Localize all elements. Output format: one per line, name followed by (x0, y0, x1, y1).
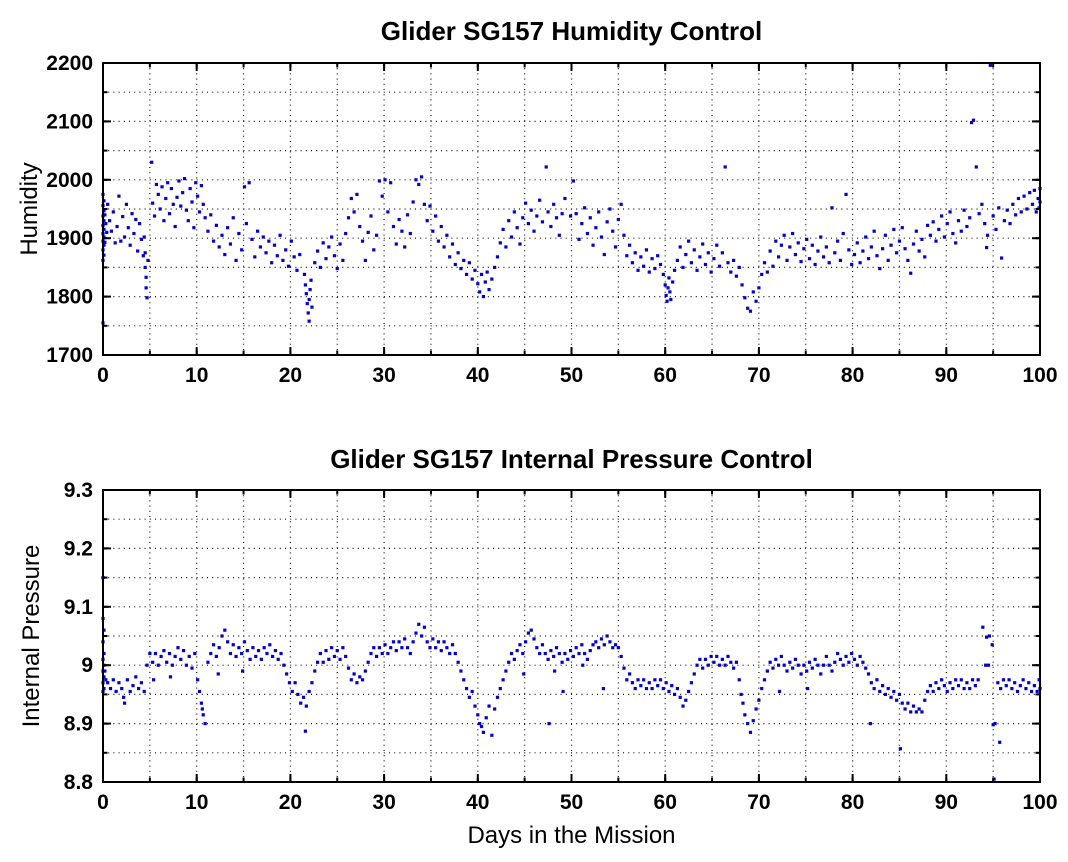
pressure-y-axis-label: Internal Pressure (18, 544, 45, 728)
humidity-chart-title: Glider SG157 Humidity Control (380, 16, 763, 46)
y-tick-label: 2100 (46, 110, 93, 133)
y-tick-label: 9.1 (64, 596, 94, 619)
x-axis-label: Days in the Mission (467, 822, 676, 849)
y-tick-label: 1900 (46, 227, 93, 250)
y-tick-label: 8.9 (64, 713, 93, 736)
y-tick-label: 2200 (46, 52, 93, 75)
x-tick-label: 20 (279, 364, 302, 387)
x-tick-label: 60 (654, 791, 677, 814)
x-tick-label: 30 (372, 364, 395, 387)
y-tick-label: 9.2 (64, 537, 93, 560)
x-tick-label: 80 (841, 364, 864, 387)
humidity-y-axis-label: Humidity (16, 162, 43, 256)
y-tick-label: 8.8 (64, 771, 94, 794)
x-tick-label: 0 (97, 791, 109, 814)
x-tick-label: 40 (466, 364, 489, 387)
scatter-points (101, 63, 1042, 325)
x-tick-label: 20 (279, 791, 302, 814)
chart-0: 0 10 20 30 40 50 60 70 80 90 100 1700 1800 1900 2000 21… (46, 52, 1057, 387)
x-tick-label: 10 (185, 364, 208, 387)
x-tick-label: 10 (185, 791, 208, 814)
y-tick-label: 1800 (46, 286, 93, 309)
x-tick-label: 100 (1022, 364, 1057, 387)
y-tick-label: 2000 (46, 169, 93, 192)
y-tick-label: 1700 (46, 344, 93, 367)
x-tick-label: 30 (372, 791, 395, 814)
y-tick-label: 9 (81, 654, 93, 677)
pressure-chart-title: Glider SG157 Internal Pressure Control (330, 444, 813, 474)
x-tick-label: 70 (747, 791, 770, 814)
x-tick-label: 50 (560, 791, 583, 814)
x-tick-label: 50 (560, 364, 583, 387)
x-tick-label: 60 (654, 364, 677, 387)
x-tick-label: 0 (97, 364, 109, 387)
x-tick-label: 100 (1022, 791, 1057, 814)
x-tick-label: 40 (466, 791, 489, 814)
chart-1: 0 10 20 30 40 50 60 70 80 90 100 8.8 8.9 9 9.1 9.2 9.3 (64, 479, 1058, 814)
x-tick-label: 90 (935, 364, 958, 387)
x-tick-label: 70 (747, 364, 770, 387)
y-tick-label: 9.3 (64, 479, 93, 502)
x-tick-label: 80 (841, 791, 864, 814)
x-tick-label: 90 (935, 791, 958, 814)
